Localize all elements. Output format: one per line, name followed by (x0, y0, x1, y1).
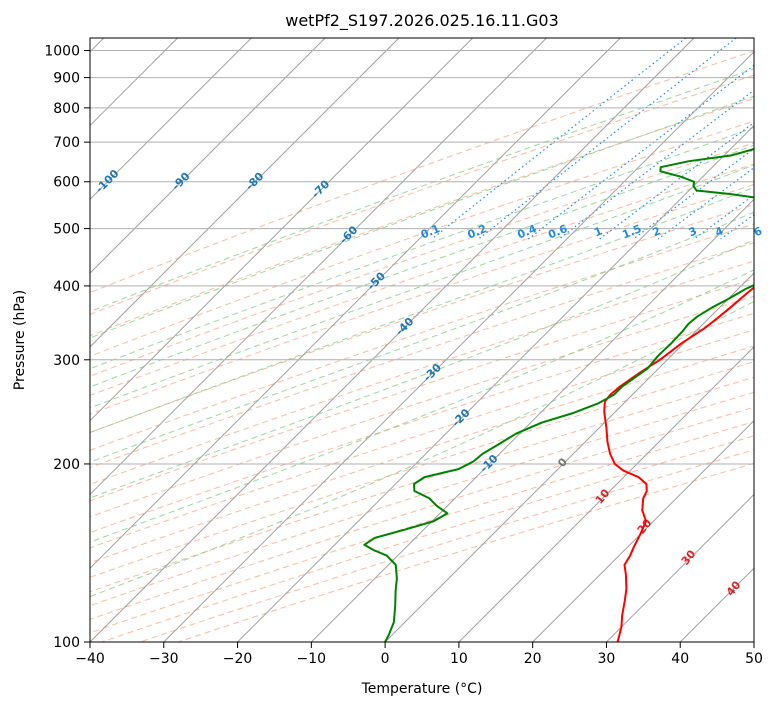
isotherm-line (90, 38, 326, 274)
mixing-ratio-label: 1 (592, 224, 604, 239)
dry-adiabat-line (90, 329, 754, 549)
x-tick-label: −20 (223, 651, 253, 667)
mixing-ratio-label: 0.2 (466, 222, 489, 241)
mixing-ratio-label: 0.1 (419, 222, 442, 241)
moist-adiabat-label: 10 (593, 486, 613, 506)
mixing-ratio-label: 0.4 (516, 222, 539, 241)
moist-adiabat-line (90, 239, 754, 499)
dry-adiabat-line (90, 312, 754, 534)
x-tick-label: 0 (381, 651, 390, 667)
moist-adiabat-line (90, 126, 754, 370)
plot-frame (89, 37, 755, 643)
y-tick-label: 100 (53, 635, 80, 651)
x-tick-label: 10 (450, 651, 468, 667)
dry-adiabat-line (90, 242, 754, 469)
isotherm-line (163, 51, 754, 642)
dry-adiabat-line (90, 204, 754, 434)
isotherm-line (237, 124, 754, 642)
moist-adiabat-line (90, 164, 754, 409)
isotherm-line (458, 346, 754, 642)
moist-adiabat-line (90, 68, 754, 313)
moist-adiabat-line (90, 144, 754, 388)
mixing-ratio-line (431, 38, 687, 240)
dry-adiabat-line (90, 345, 754, 564)
mixing-ratio-line (759, 38, 775, 239)
mixing-ratio-line (599, 121, 754, 240)
isotherm-line (679, 567, 754, 642)
mixing-ratio-label: 0.6 (546, 222, 569, 241)
mixing-ratio-label: 4 (713, 224, 725, 239)
y-tick-label: 200 (53, 457, 80, 473)
moist-adiabat-label: 30 (679, 547, 699, 567)
y-tick-label: 700 (53, 135, 80, 151)
dewpoint-line (363, 147, 754, 642)
isotherm-line (90, 38, 621, 569)
moist-adiabat-label: 0 (555, 455, 570, 469)
y-axis: 1000 900 800 700 600 500 400 300 200 100 (44, 44, 90, 651)
moist-adiabat-line (90, 186, 754, 434)
dry-adiabat-line (90, 361, 754, 578)
y-tick-label: 900 (53, 71, 80, 87)
mixing-ratio-label: 3 (687, 224, 699, 239)
x-tick-label: 50 (745, 651, 763, 667)
sounding-series (363, 147, 754, 642)
isotherm-line (90, 38, 400, 348)
mixing-ratio-line (693, 194, 754, 240)
isotherm-line (90, 38, 252, 201)
x-tick-label: 30 (598, 651, 616, 667)
isotherm-line (90, 38, 547, 496)
x-axis-title: Temperature (°C) (361, 681, 483, 697)
isotherm-line (532, 419, 754, 642)
dry-adiabat-line (90, 223, 754, 451)
x-axis: −40 −30 −20 −10 0 10 20 30 40 50 (75, 642, 763, 667)
dry-adiabat-line (90, 50, 754, 294)
y-tick-label: 300 (53, 353, 80, 369)
dry-adiabat-line (90, 376, 754, 593)
isotherm-line (753, 641, 754, 642)
dry-adiabat-line (90, 295, 754, 518)
dry-adiabat-line (90, 120, 754, 357)
background-lines (90, 38, 775, 642)
x-tick-label: 20 (524, 651, 542, 667)
isotherm-line (606, 493, 754, 642)
y-tick-label: 500 (53, 222, 80, 238)
dry-adiabat-line (90, 163, 754, 397)
moist-adiabat-line (90, 269, 754, 543)
mixing-ratio-label: 2 (651, 224, 663, 239)
moist-adiabat-line (90, 95, 754, 339)
mixing-ratio-line (657, 166, 754, 240)
x-tick-label: 40 (671, 651, 689, 667)
y-tick-label: 800 (53, 101, 80, 117)
moist-adiabat-line (90, 300, 754, 598)
y-tick-label: 1000 (44, 44, 80, 60)
dry-adiabat-line (90, 142, 754, 377)
reference-line-labels: -100 -90 -80 -70-60-50-40-30-20-100.1 0.2 0.4… (93, 167, 764, 599)
dry-adiabat-line (90, 184, 754, 415)
y-tick-label: 600 (53, 175, 80, 191)
y-tick-label: 400 (53, 279, 80, 295)
moist-adiabat-line (90, 211, 754, 463)
temperature-line (603, 286, 754, 642)
pressure-gridlines (90, 50, 754, 642)
dry-adiabat-line (90, 391, 754, 607)
x-tick-label: −30 (149, 651, 179, 667)
isotherm-line (90, 38, 474, 422)
isotherm-line (310, 198, 754, 642)
mixing-ratio-line (720, 213, 754, 240)
dry-adiabat-line (90, 278, 754, 502)
isotherm-line (90, 38, 695, 642)
x-tick-label: −40 (75, 651, 105, 667)
y-axis-title: Pressure (hPa) (12, 290, 28, 390)
chart-title: wetPf2_S197.2026.025.16.11.G03 (285, 11, 559, 31)
dry-adiabat-line (90, 260, 754, 485)
dry-adiabat-line (90, 97, 754, 337)
isotherm-line (384, 272, 754, 642)
mixing-ratio-label: 1.5 (620, 222, 643, 241)
dry-adiabat-line (90, 74, 754, 315)
x-tick-label: −10 (297, 651, 327, 667)
